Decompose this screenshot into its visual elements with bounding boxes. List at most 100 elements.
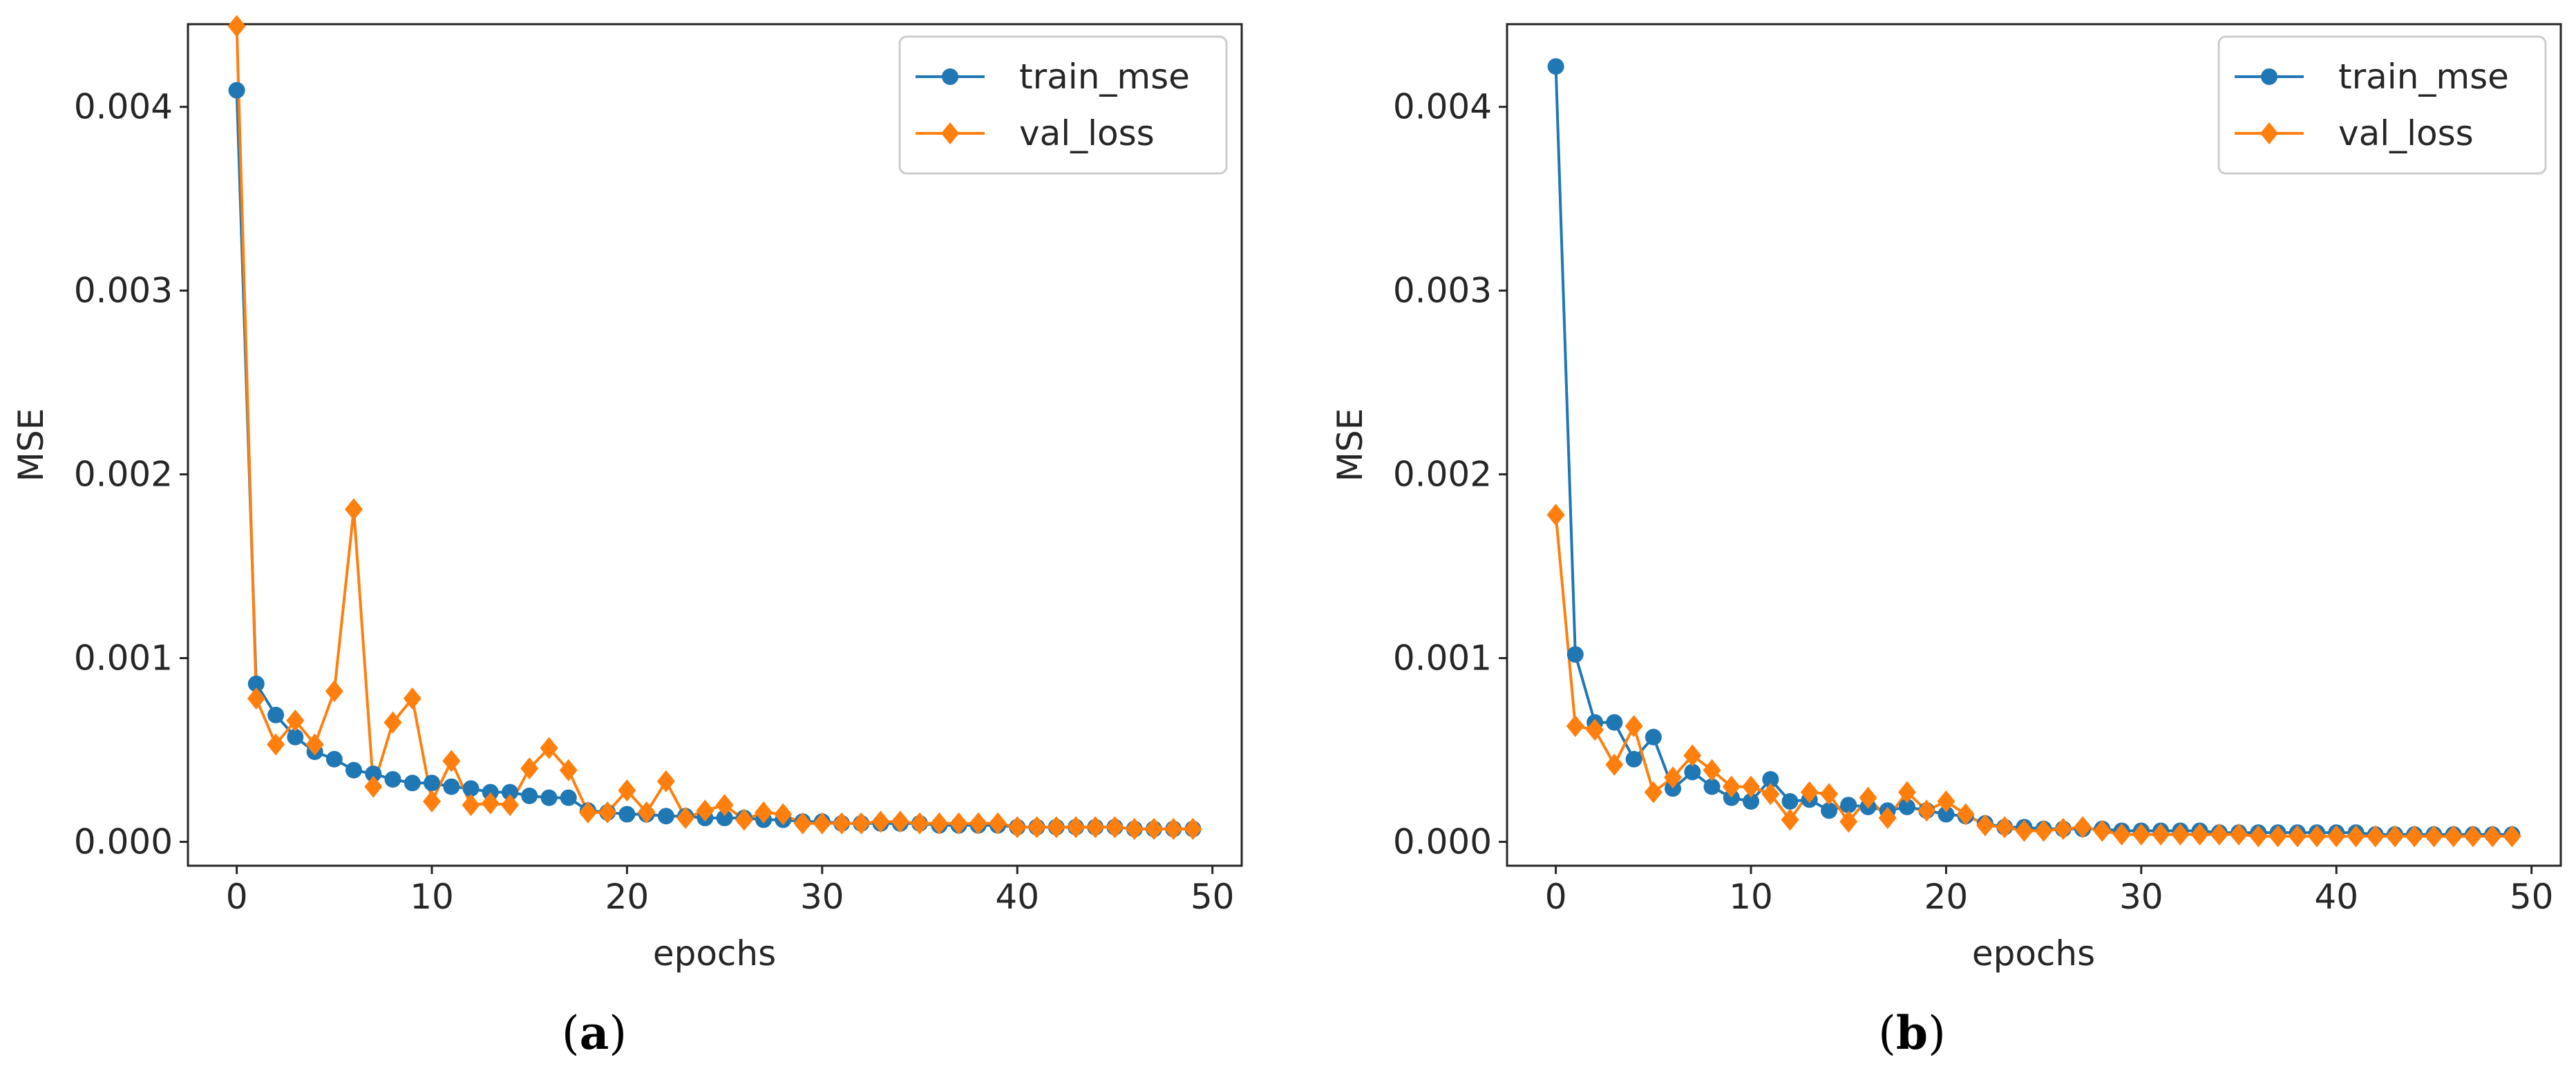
point-val-loss xyxy=(1859,786,1877,809)
y-axis-title: MSE xyxy=(1330,408,1370,482)
point-train-mse xyxy=(560,789,577,806)
y-tick-label: 0.004 xyxy=(1393,87,1492,127)
point-train-mse xyxy=(424,775,440,792)
point-val-loss xyxy=(578,801,597,824)
point-val-loss xyxy=(2327,825,2346,848)
point-val-loss xyxy=(2347,825,2365,848)
point-val-loss xyxy=(598,801,617,824)
point-val-loss xyxy=(1664,766,1682,789)
point-val-loss xyxy=(227,15,246,37)
point-val-loss xyxy=(1761,783,1780,806)
point-val-loss xyxy=(501,794,519,817)
point-val-loss xyxy=(696,799,714,822)
point-val-loss xyxy=(1781,808,1799,831)
y-axis-title: MSE xyxy=(11,408,51,482)
point-val-loss xyxy=(2503,825,2521,848)
point-val-loss xyxy=(2405,825,2424,848)
point-val-loss xyxy=(345,498,363,521)
point-val-loss xyxy=(267,733,285,756)
legend-label-train-mse: train_mse xyxy=(1019,57,1190,97)
point-val-loss xyxy=(1184,817,1202,840)
legend-box xyxy=(2217,35,2547,175)
point-train-mse xyxy=(228,82,245,99)
point-val-loss xyxy=(1164,817,1183,840)
point-val-loss xyxy=(247,687,265,710)
point-val-loss xyxy=(1956,803,1975,826)
y-tick-label: 0.002 xyxy=(74,455,173,495)
point-val-loss xyxy=(2425,825,2443,848)
point-val-loss xyxy=(1106,816,1124,839)
legend-marker-train-mse xyxy=(2261,68,2277,85)
point-val-loss xyxy=(2463,825,2482,848)
point-val-loss xyxy=(1644,781,1663,804)
point-train-mse xyxy=(1898,798,1915,815)
point-val-loss xyxy=(481,792,500,815)
point-val-loss xyxy=(1086,816,1105,839)
point-val-loss xyxy=(1996,816,2014,839)
point-val-loss xyxy=(755,801,773,824)
point-train-mse xyxy=(365,766,382,782)
legend-box xyxy=(898,35,1228,175)
y-tick-label: 0.003 xyxy=(74,271,173,311)
x-tick-label: 40 xyxy=(995,877,1039,917)
legend-marker-val-loss xyxy=(2260,122,2278,144)
point-val-loss xyxy=(735,808,753,831)
panel-a: 0 10 20 30 40 50 0.000 0.001 0.002 0.003 0.004 ep… xyxy=(11,15,1243,1060)
point-val-loss xyxy=(2210,823,2228,846)
point-train-mse xyxy=(1762,771,1779,788)
point-train-mse xyxy=(1684,763,1701,781)
point-val-loss xyxy=(403,687,422,710)
point-train-mse xyxy=(502,784,518,801)
point-val-loss xyxy=(1703,759,1721,781)
point-val-loss xyxy=(618,779,636,801)
point-val-loss xyxy=(1144,817,1163,840)
legend: train_mse val_loss xyxy=(2217,35,2547,175)
point-val-loss xyxy=(930,812,949,835)
point-val-loss xyxy=(540,737,558,759)
point-train-mse xyxy=(287,728,304,746)
point-val-loss xyxy=(2190,823,2209,846)
point-val-loss xyxy=(1839,810,1858,833)
point-val-loss xyxy=(2132,823,2150,846)
legend-marker-train-mse xyxy=(942,68,958,85)
point-train-mse xyxy=(540,789,558,806)
point-val-loss xyxy=(911,812,929,835)
x-tick-label: 50 xyxy=(1191,877,1235,917)
x-axis-title: epochs xyxy=(653,933,776,974)
point-val-loss xyxy=(2366,825,2385,848)
point-train-mse xyxy=(618,806,636,823)
series-markers xyxy=(1546,58,2521,848)
point-train-mse xyxy=(657,808,674,825)
point-train-mse xyxy=(1606,714,1623,731)
point-val-loss xyxy=(1067,816,1085,839)
y-axis: 0.000 0.001 0.002 0.003 0.004 xyxy=(74,87,188,862)
y-tick-label: 0.000 xyxy=(1393,822,1492,862)
point-val-loss xyxy=(364,775,383,798)
point-val-loss xyxy=(1605,753,1624,776)
point-train-mse xyxy=(443,778,460,795)
panel-b: 0 10 20 30 40 50 0.000 0.001 0.002 0.003 0.004 ep… xyxy=(1330,23,2562,1060)
point-val-loss xyxy=(1976,814,1994,837)
point-val-loss xyxy=(2288,825,2307,848)
y-tick-label: 0.001 xyxy=(1393,638,1492,678)
point-val-loss xyxy=(2112,823,2131,846)
point-val-loss xyxy=(2074,816,2092,839)
point-val-loss xyxy=(656,770,675,792)
point-val-loss xyxy=(442,750,461,772)
point-train-mse xyxy=(267,706,285,723)
point-val-loss xyxy=(2249,825,2268,848)
point-val-loss xyxy=(676,806,695,829)
panel-caption-a: (a) xyxy=(562,1006,627,1060)
legend-label-train-mse: train_mse xyxy=(2338,57,2509,97)
point-train-mse xyxy=(462,780,480,797)
point-val-loss xyxy=(2444,825,2463,848)
point-val-loss xyxy=(852,812,871,835)
point-val-loss xyxy=(2015,819,2034,842)
point-val-loss xyxy=(969,812,987,835)
point-val-loss xyxy=(2230,823,2248,846)
x-tick-label: 20 xyxy=(1924,877,1969,917)
point-val-loss xyxy=(1683,744,1702,767)
point-val-loss xyxy=(2483,825,2502,848)
x-tick-label: 10 xyxy=(1729,877,1773,917)
